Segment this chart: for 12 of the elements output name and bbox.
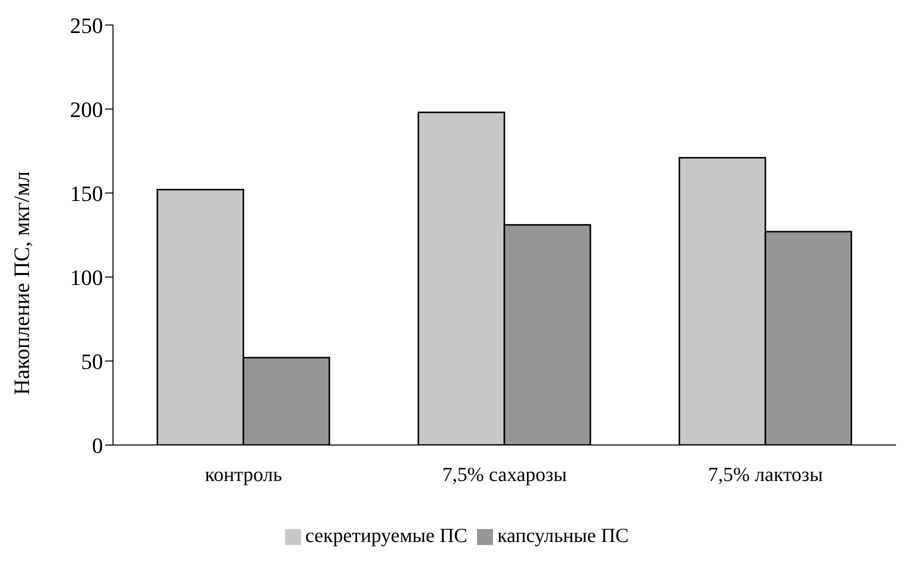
legend-label: секретируемые ПС bbox=[305, 525, 468, 547]
y-tick-label: 150 bbox=[70, 180, 103, 206]
legend-label: капсульные ПС bbox=[497, 525, 629, 547]
y-tick-label: 250 bbox=[70, 12, 103, 38]
y-axis-title: Накопление ПС, мкг/мл bbox=[8, 171, 34, 395]
x-tick-label: 7,5% лактозы bbox=[708, 464, 823, 486]
y-tick-label: 200 bbox=[70, 96, 103, 122]
y-tick-label: 0 bbox=[92, 432, 103, 458]
y-tick-label: 50 bbox=[81, 348, 103, 374]
x-tick-label: контроль bbox=[204, 464, 282, 486]
y-tick-label: 100 bbox=[70, 264, 103, 290]
x-tick-label: 7,5% сахарозы bbox=[442, 464, 567, 486]
